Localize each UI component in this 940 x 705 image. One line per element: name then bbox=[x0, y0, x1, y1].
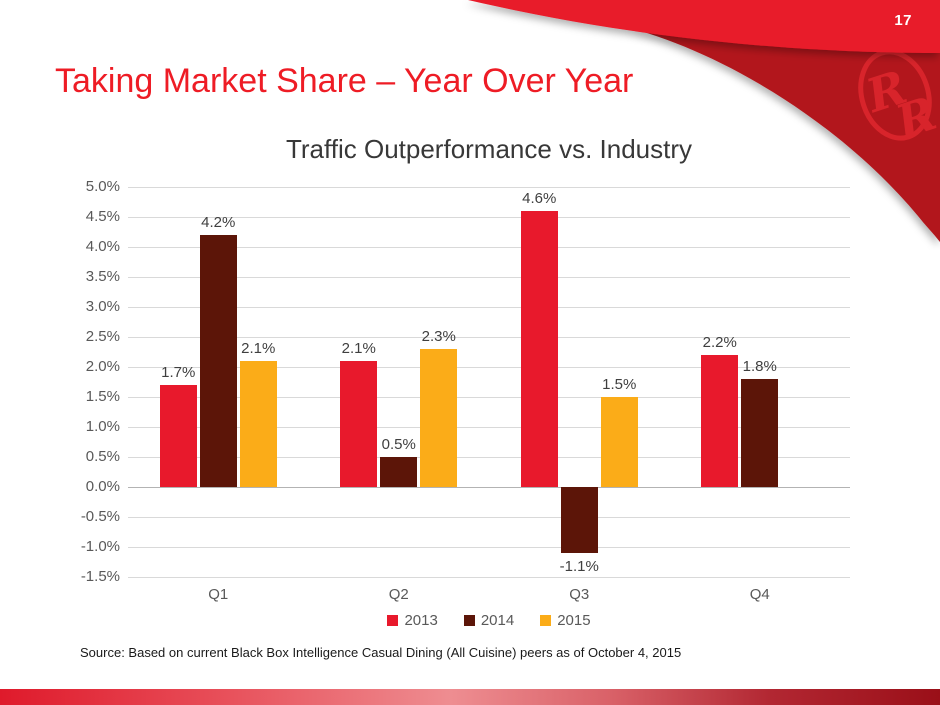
bar-2014-Q4 bbox=[741, 379, 779, 487]
legend-swatch-2014 bbox=[463, 615, 475, 626]
y-axis-tick-label: 3.5% bbox=[85, 268, 120, 285]
bar-value-label-2014-Q3: -1.1% bbox=[559, 558, 599, 575]
legend-item-2013: 2013 bbox=[387, 612, 438, 629]
bar-2015-Q1 bbox=[239, 361, 277, 487]
chart-legend: 2013 2014 2015 bbox=[128, 612, 850, 629]
y-axis-tick-label: 4.0% bbox=[85, 238, 120, 255]
page-number: 17 bbox=[894, 12, 912, 29]
bar-2014-Q2 bbox=[380, 457, 418, 487]
bar-2015-Q2 bbox=[420, 349, 458, 487]
swoosh-graphic: R R bbox=[468, 0, 940, 242]
bar-value-label-2013-Q2: 2.1% bbox=[341, 340, 376, 357]
gridline bbox=[128, 427, 850, 428]
swoosh-bright-band bbox=[468, 0, 940, 53]
bar-value-label-2014-Q4: 1.8% bbox=[742, 358, 777, 375]
gridline bbox=[128, 247, 850, 248]
gridline bbox=[128, 277, 850, 278]
y-axis-tick-label: 2.0% bbox=[85, 358, 120, 375]
bar-value-label-2013-Q4: 2.2% bbox=[702, 334, 737, 351]
bar-2014-Q1 bbox=[199, 235, 237, 487]
gridline bbox=[128, 397, 850, 398]
x-axis-label-Q2: Q2 bbox=[388, 586, 409, 603]
bar-value-label-2014-Q1: 4.2% bbox=[201, 214, 236, 231]
y-axis-tick-label: 1.5% bbox=[85, 388, 120, 405]
red-robin-rr-logo-icon: R R bbox=[858, 49, 940, 150]
bar-2014-Q3 bbox=[560, 487, 598, 553]
y-axis-tick-label: -1.0% bbox=[80, 538, 120, 555]
legend-item-2015: 2015 bbox=[540, 612, 591, 629]
gridline bbox=[128, 457, 850, 458]
legend-swatch-2013 bbox=[387, 615, 399, 626]
y-axis-tick-label: 5.0% bbox=[85, 178, 120, 195]
gridline bbox=[128, 187, 850, 188]
bar-2013-Q1 bbox=[159, 385, 197, 487]
bar-2015-Q3 bbox=[600, 397, 638, 487]
x-axis-label-Q4: Q4 bbox=[749, 586, 770, 603]
gridline bbox=[128, 217, 850, 218]
bar-value-label-2015-Q3: 1.5% bbox=[602, 376, 637, 393]
bar-value-label-2013-Q3: 4.6% bbox=[522, 190, 557, 207]
y-axis-tick-label: -1.5% bbox=[80, 568, 120, 585]
legend-label-2013: 2013 bbox=[404, 612, 438, 629]
bar-value-label-2015-Q1: 2.1% bbox=[241, 340, 276, 357]
legend-swatch-2015 bbox=[540, 615, 552, 626]
gridline bbox=[128, 547, 850, 548]
bar-2013-Q2 bbox=[340, 361, 378, 487]
legend-label-2014: 2014 bbox=[480, 612, 515, 629]
gridline bbox=[128, 487, 850, 488]
bottom-accent-band bbox=[0, 689, 940, 705]
slide-title: Taking Market Share – Year Over Year bbox=[55, 62, 634, 100]
y-axis-tick-label: -0.5% bbox=[80, 508, 120, 525]
y-axis-tick-label: 1.0% bbox=[85, 418, 120, 435]
gridline bbox=[128, 577, 850, 578]
legend-item-2014: 2014 bbox=[463, 612, 515, 629]
y-axis-tick-label: 3.0% bbox=[85, 298, 120, 315]
y-axis-tick-label: 0.5% bbox=[85, 448, 120, 465]
x-axis-label-Q3: Q3 bbox=[569, 586, 590, 603]
y-axis-tick-label: 0.0% bbox=[85, 478, 120, 495]
bar-value-label-2014-Q2: 0.5% bbox=[381, 436, 416, 453]
source-note: Source: Based on current Black Box Intel… bbox=[80, 645, 682, 660]
bar-value-label-2013-Q1: 1.7% bbox=[161, 364, 196, 381]
gridline bbox=[128, 367, 850, 368]
gridline bbox=[128, 307, 850, 308]
y-axis-tick-label: 2.5% bbox=[85, 328, 120, 345]
bar-value-label-2015-Q2: 2.3% bbox=[421, 328, 456, 345]
bar-2013-Q3 bbox=[520, 211, 558, 487]
gridline bbox=[128, 517, 850, 518]
chart-title: Traffic Outperformance vs. Industry bbox=[285, 134, 693, 164]
legend-label-2015: 2015 bbox=[557, 612, 591, 629]
bar-2013-Q4 bbox=[701, 355, 739, 487]
gridline bbox=[128, 337, 850, 338]
x-axis-label-Q1: Q1 bbox=[208, 586, 229, 603]
y-axis-tick-label: 4.5% bbox=[85, 208, 120, 225]
